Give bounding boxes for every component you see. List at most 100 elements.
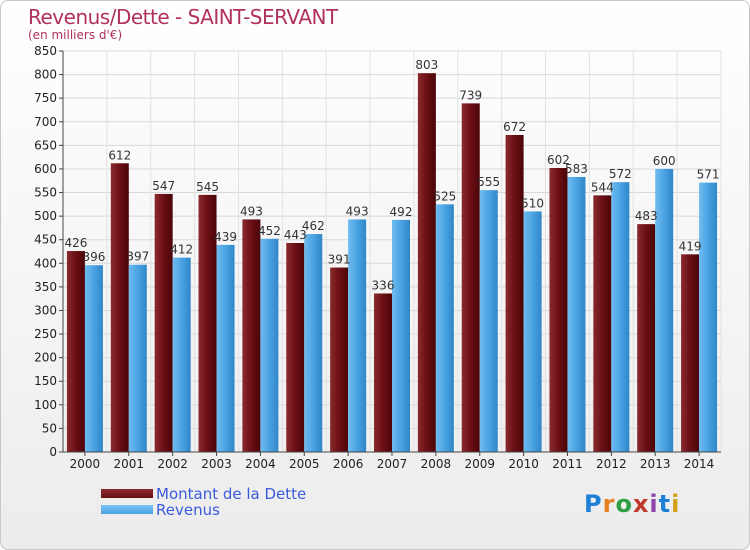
- data-label-dette: 419: [679, 239, 702, 253]
- bar-revenus: [479, 190, 498, 452]
- chart-title: Revenus/Dette - SAINT-SERVANT: [28, 5, 338, 29]
- x-tick-label: 2001: [114, 457, 145, 471]
- y-tick-label: 600: [34, 162, 57, 176]
- bar-revenus: [392, 219, 410, 452]
- bar-dette: [198, 194, 217, 452]
- bar-revenus: [699, 182, 718, 452]
- y-tick-label: 250: [34, 327, 57, 341]
- logo-letter: t: [658, 490, 672, 518]
- x-tick-label: 2004: [245, 457, 276, 471]
- y-tick-label: 750: [34, 91, 57, 105]
- y-tick-label: 550: [34, 186, 57, 200]
- bar-dette: [593, 195, 612, 453]
- bar-revenus: [435, 204, 454, 452]
- bar-dette: [154, 193, 173, 452]
- y-tick-label: 300: [34, 303, 57, 317]
- data-label-dette: 483: [635, 209, 658, 223]
- data-label-dette: 391: [328, 253, 351, 267]
- x-tick-label: 2013: [640, 457, 671, 471]
- data-label-dette: 426: [64, 236, 87, 250]
- data-label-dette: 739: [459, 88, 482, 102]
- data-label-dette: 602: [547, 153, 570, 167]
- logo-letter: i: [671, 490, 681, 518]
- bar-dette: [66, 251, 85, 452]
- data-label-revenus: 600: [653, 154, 676, 168]
- bar-dette: [681, 254, 700, 452]
- data-label-revenus: 492: [390, 205, 413, 219]
- chart-subtitle: (en milliers d'€): [28, 28, 123, 42]
- data-label-dette: 547: [152, 179, 175, 193]
- y-tick-label: 700: [34, 115, 57, 129]
- data-label-revenus: 525: [433, 189, 456, 203]
- y-tick-label: 850: [34, 44, 57, 58]
- data-label-dette: 493: [240, 204, 263, 218]
- y-tick-label: 650: [34, 138, 57, 152]
- data-label-revenus: 396: [82, 250, 105, 264]
- bar-dette: [286, 243, 305, 452]
- x-tick-label: 2011: [552, 457, 583, 471]
- bar-revenus: [304, 234, 323, 452]
- data-label-dette: 545: [196, 180, 219, 194]
- x-tick-label: 2002: [157, 457, 188, 471]
- y-tick-label: 800: [34, 68, 57, 82]
- bar-revenus: [84, 265, 103, 452]
- bar-revenus: [523, 211, 542, 452]
- axes: [59, 50, 721, 456]
- x-axis-ticks: 2000 2001 2002 2003 2004 2005 2006 2007 2008 2009…: [70, 457, 715, 471]
- bar-dette: [110, 163, 129, 452]
- legend-label-revenus: Revenus: [156, 501, 220, 519]
- x-tick-label: 2006: [333, 457, 364, 471]
- x-tick-label: 2000: [70, 457, 101, 471]
- legend-label-dette: Montant de la Dette: [156, 485, 307, 503]
- data-label-dette: 612: [108, 148, 131, 162]
- y-tick-label: 0: [49, 445, 57, 459]
- data-label-dette: 336: [372, 278, 395, 292]
- bar-dette: [417, 73, 436, 452]
- y-tick-label: 450: [34, 233, 57, 247]
- y-tick-label: 500: [34, 209, 57, 223]
- x-tick-label: 2009: [464, 457, 495, 471]
- bar-revenus: [216, 244, 235, 452]
- bar-dette: [637, 224, 656, 452]
- bar-revenus: [611, 182, 630, 453]
- bar-revenus: [172, 257, 191, 452]
- data-label-revenus: 583: [565, 162, 588, 176]
- bar-dette: [505, 134, 524, 452]
- x-tick-label: 2008: [421, 457, 452, 471]
- x-tick-label: 2014: [684, 457, 715, 471]
- bar-revenus: [655, 168, 674, 453]
- y-tick-label: 350: [34, 280, 57, 294]
- x-tick-label: 2003: [201, 457, 232, 471]
- data-label-dette: 672: [503, 120, 526, 134]
- data-label-revenus: 510: [521, 196, 544, 210]
- bar-dette: [242, 219, 261, 452]
- data-label-revenus: 572: [609, 167, 632, 181]
- bar-revenus: [260, 238, 279, 452]
- data-label-revenus: 412: [170, 243, 193, 257]
- bar-dette: [330, 267, 349, 452]
- bar-revenus: [348, 219, 367, 452]
- data-label-dette: 803: [415, 58, 438, 72]
- x-tick-label: 2010: [508, 457, 539, 471]
- y-tick-label: 50: [42, 421, 57, 435]
- proxiti-logo: Proxiti: [584, 490, 680, 518]
- y-tick-label: 100: [34, 398, 57, 412]
- y-tick-label: 200: [34, 351, 57, 365]
- logo-letter: x: [632, 490, 650, 518]
- data-label-revenus: 439: [214, 230, 237, 244]
- bar-revenus: [567, 176, 586, 452]
- x-tick-label: 2005: [289, 457, 320, 471]
- x-tick-label: 2007: [377, 457, 408, 471]
- data-label-revenus: 555: [477, 175, 500, 189]
- bars: [66, 73, 718, 453]
- logo-letter: o: [615, 490, 633, 518]
- data-label-revenus: 397: [126, 250, 149, 264]
- bar-dette: [374, 293, 392, 452]
- data-label-revenus: 571: [697, 168, 720, 182]
- logo-letter: P: [584, 490, 603, 518]
- x-tick-label: 2012: [596, 457, 627, 471]
- data-label-dette: 544: [591, 180, 614, 194]
